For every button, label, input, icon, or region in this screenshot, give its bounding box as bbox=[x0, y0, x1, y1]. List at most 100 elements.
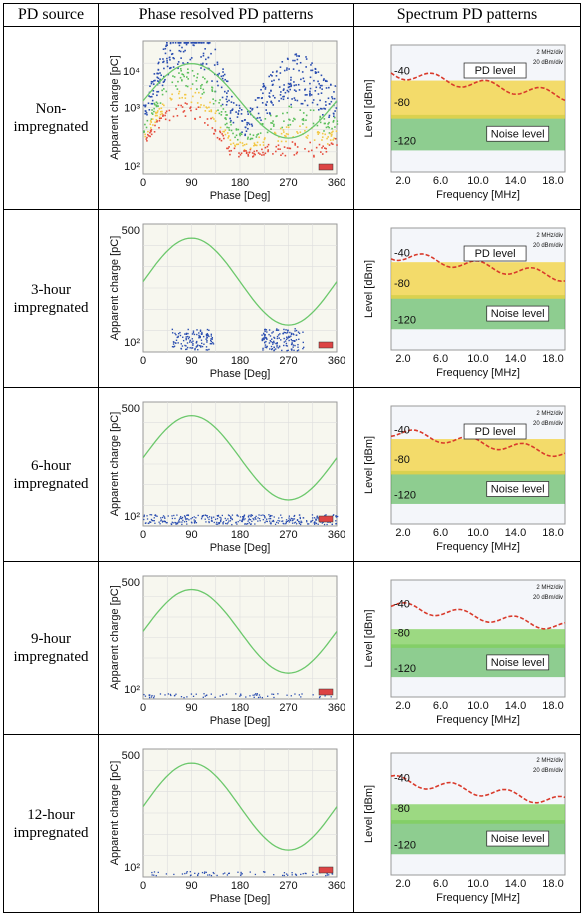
prpd-ytick-label: 10² bbox=[124, 337, 140, 349]
spectrum-ytick-label: -80 bbox=[394, 802, 410, 814]
prpd-ylabel: Apparent charge [pC] bbox=[109, 585, 121, 690]
prpd-ylabel: Apparent charge [pC] bbox=[109, 411, 121, 516]
spectrum-xtick-label: 6.0 bbox=[433, 353, 448, 365]
prpd-xtick-label: 90 bbox=[185, 529, 197, 541]
prpd-xtick-label: 270 bbox=[279, 702, 297, 714]
prpd-marker-icon bbox=[318, 163, 334, 170]
prpd-sine-reference bbox=[142, 761, 338, 851]
prpd-xlabel: Phase [Deg] bbox=[210, 715, 271, 727]
spectrum-ytick-label: -120 bbox=[394, 135, 416, 147]
spectrum-ytick-label: -80 bbox=[394, 454, 410, 466]
spectrum-callout-box bbox=[463, 62, 527, 78]
prpd-xtick-label: 0 bbox=[140, 355, 146, 367]
pd-source-cell: 6-hour impregnated bbox=[3, 387, 99, 562]
spectrum-xtick-label: 10.0 bbox=[467, 353, 488, 365]
spectrum-peak-trace bbox=[390, 428, 566, 457]
prpd-cell: 500 10² 0 90 180 270 360 Phase [Deg] Apparent ch… bbox=[98, 734, 354, 913]
prpd-marker-icon bbox=[318, 688, 334, 695]
spectrum-signal-band bbox=[391, 803, 565, 824]
prpd-point-cloud bbox=[143, 513, 339, 525]
pd-source-line: Non- bbox=[35, 101, 67, 117]
spectrum-xlabel: Frequency [MHz] bbox=[436, 892, 520, 904]
pattern-row: Non-impregnated 10⁴ 10³ 10² 0 90 180 270 360 Phas… bbox=[3, 26, 581, 210]
pd-source-cell: 3-hour impregnated bbox=[3, 209, 99, 388]
spectrum-callout-label: Noise level bbox=[491, 128, 545, 140]
prpd-marker-icon bbox=[318, 866, 334, 873]
spectrum-xtick-label: 18.0 bbox=[542, 878, 563, 890]
spectrum-chart: 2 MHz/div 20 dBm/div -40 -80 -120 2.0 6.0 10.0 1… bbox=[363, 405, 566, 553]
pd-source-line: 6-hour bbox=[31, 457, 71, 474]
pd-source-line: impregnated bbox=[13, 299, 89, 316]
spectrum-signal-band bbox=[391, 438, 565, 474]
spectrum-xtick-label: 18.0 bbox=[542, 353, 563, 365]
spectrum-callout-box bbox=[486, 480, 550, 497]
prpd-xtick-label: 90 bbox=[185, 355, 197, 367]
prpd-ytick-label: 500 bbox=[122, 750, 140, 762]
prpd-xtick-label: 180 bbox=[231, 529, 249, 541]
spectrum-scale-label: 20 dBm/div bbox=[533, 243, 563, 249]
spectrum-xtick-label: 14.0 bbox=[505, 175, 526, 187]
pattern-row: 9-hour impregnated 500 10² 0 90 180 270 360 Phase… bbox=[3, 561, 581, 735]
prpd-xtick-label: 0 bbox=[140, 880, 146, 892]
spectrum-ytick-label: -40 bbox=[394, 772, 410, 784]
pattern-row: 6-hour impregnated 500 10² 0 90 180 270 360 Phase… bbox=[3, 387, 581, 562]
spectrum-xtick-label: 10.0 bbox=[467, 175, 488, 187]
spectrum-xtick-label: 6.0 bbox=[433, 700, 448, 712]
spectrum-scale-label: 2 MHz/div bbox=[536, 50, 563, 56]
prpd-ytick-label: 10³ bbox=[124, 102, 140, 114]
prpd-xtick-label: 360 bbox=[328, 880, 345, 892]
spectrum-ytick-label: -120 bbox=[394, 839, 416, 851]
prpd-sine-reference bbox=[142, 414, 338, 501]
prpd-xtick-label: 90 bbox=[185, 177, 197, 189]
spectrum-scale-label: 20 dBm/div bbox=[533, 421, 563, 427]
spectrum-ytick-label: -80 bbox=[394, 97, 410, 109]
spectrum-callout-box bbox=[486, 653, 550, 670]
spectrum-xtick-label: 10.0 bbox=[467, 527, 488, 539]
spectrum-cell: 2 MHz/div 20 dBm/div -40 -80 -120 2.0 6.0 10.0 1… bbox=[353, 387, 581, 562]
spectrum-ytick-label: -80 bbox=[394, 627, 410, 639]
pd-source-line: impregnated bbox=[13, 824, 89, 841]
spectrum-xtick-label: 10.0 bbox=[467, 878, 488, 890]
spectrum-signal-band bbox=[391, 80, 565, 119]
spectrum-signal-band bbox=[391, 261, 565, 299]
spectrum-cell: 2 MHz/div 20 dBm/div -40 -80 -120 2.0 6.0 10.0 1… bbox=[353, 209, 581, 388]
spectrum-callout-box bbox=[486, 305, 550, 321]
spectrum-ylabel: Level [dBm] bbox=[363, 609, 375, 667]
spectrum-xtick-label: 6.0 bbox=[433, 175, 448, 187]
spectrum-ytick-label: -120 bbox=[394, 314, 416, 326]
spectrum-ytick-label: -40 bbox=[394, 247, 410, 259]
spectrum-scale-label: 2 MHz/div bbox=[536, 585, 563, 591]
pd-source-cell: Non-impregnated bbox=[3, 26, 99, 210]
spectrum-chart: 2 MHz/div 20 dBm/div -40 -80 -120 2.0 6.0 10.0 1… bbox=[363, 227, 566, 379]
spectrum-ytick-label: -40 bbox=[394, 65, 410, 77]
spectrum-chart: 2 MHz/div 20 dBm/div -40 -80 -120 2.0 6.0 10.0 1… bbox=[363, 44, 566, 201]
spectrum-xtick-label: 6.0 bbox=[433, 527, 448, 539]
spectrum-xtick-label: 14.0 bbox=[505, 878, 526, 890]
prpd-xtick-label: 180 bbox=[231, 177, 249, 189]
pattern-row: 3-hour impregnated 500 10² 0 90 180 270 360 Phase… bbox=[3, 209, 581, 388]
spectrum-xtick-label: 18.0 bbox=[542, 700, 563, 712]
spectrum-peak-trace bbox=[390, 601, 566, 630]
spectrum-callout-label: PD level bbox=[475, 426, 516, 438]
prpd-xtick-label: 270 bbox=[279, 177, 297, 189]
spectrum-scale-label: 2 MHz/div bbox=[536, 758, 563, 764]
prpd-xtick-label: 270 bbox=[279, 529, 297, 541]
pd-source-line: impregnated bbox=[13, 649, 89, 665]
prpd-xlabel: Phase [Deg] bbox=[210, 542, 271, 554]
figure-table: PD source Phase resolved PD patterns Spe… bbox=[3, 3, 581, 913]
prpd-ylabel: Apparent charge [pC] bbox=[109, 235, 121, 340]
header-spectrum: Spectrum PD patterns bbox=[353, 3, 581, 27]
spectrum-xtick-label: 2.0 bbox=[395, 700, 410, 712]
spectrum-peak-trace bbox=[390, 71, 566, 101]
spectrum-cell: 2 MHz/div 20 dBm/div -40 -80 -120 2.0 6.0 10.0 1… bbox=[353, 561, 581, 735]
prpd-ytick-label: 10² bbox=[124, 161, 140, 173]
spectrum-scale-label: 2 MHz/div bbox=[536, 411, 563, 417]
spectrum-xtick-label: 2.0 bbox=[395, 878, 410, 890]
pd-source-line: impregnated bbox=[13, 119, 89, 135]
spectrum-callout-box bbox=[463, 423, 527, 439]
spectrum-xtick-label: 18.0 bbox=[542, 527, 563, 539]
